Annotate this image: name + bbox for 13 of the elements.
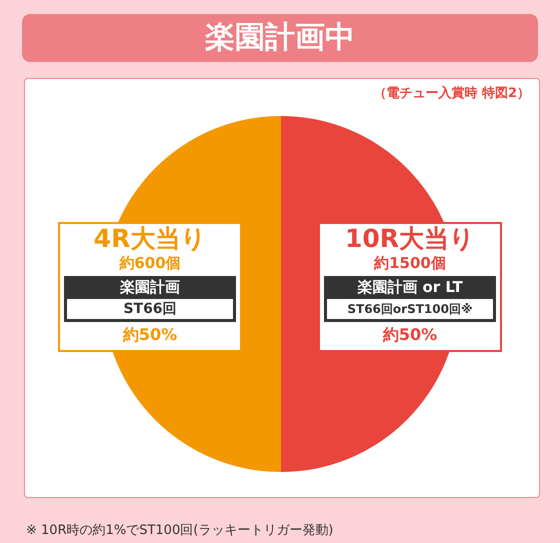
slice-label: 4R大当り	[92, 224, 208, 254]
text: 楽園計画 or LT	[357, 278, 463, 296]
slice-label: 10R大当り	[344, 224, 476, 254]
text: ST66回orST100回※	[327, 299, 493, 319]
text: 約600個	[118, 254, 182, 273]
data-label: 約50%	[382, 325, 438, 345]
text: ST66回	[67, 299, 233, 319]
text: ※ 10R時の約1%でST100回(ラッキートリガー発動)	[26, 522, 334, 539]
chart-subtitle: （電チュー入賞時 特図2）	[373, 84, 530, 102]
text: 楽園計画	[120, 278, 180, 296]
text: 約1500個	[372, 254, 447, 273]
chart-title: 楽園計画中	[22, 14, 538, 62]
data-label: 約50%	[122, 325, 178, 345]
